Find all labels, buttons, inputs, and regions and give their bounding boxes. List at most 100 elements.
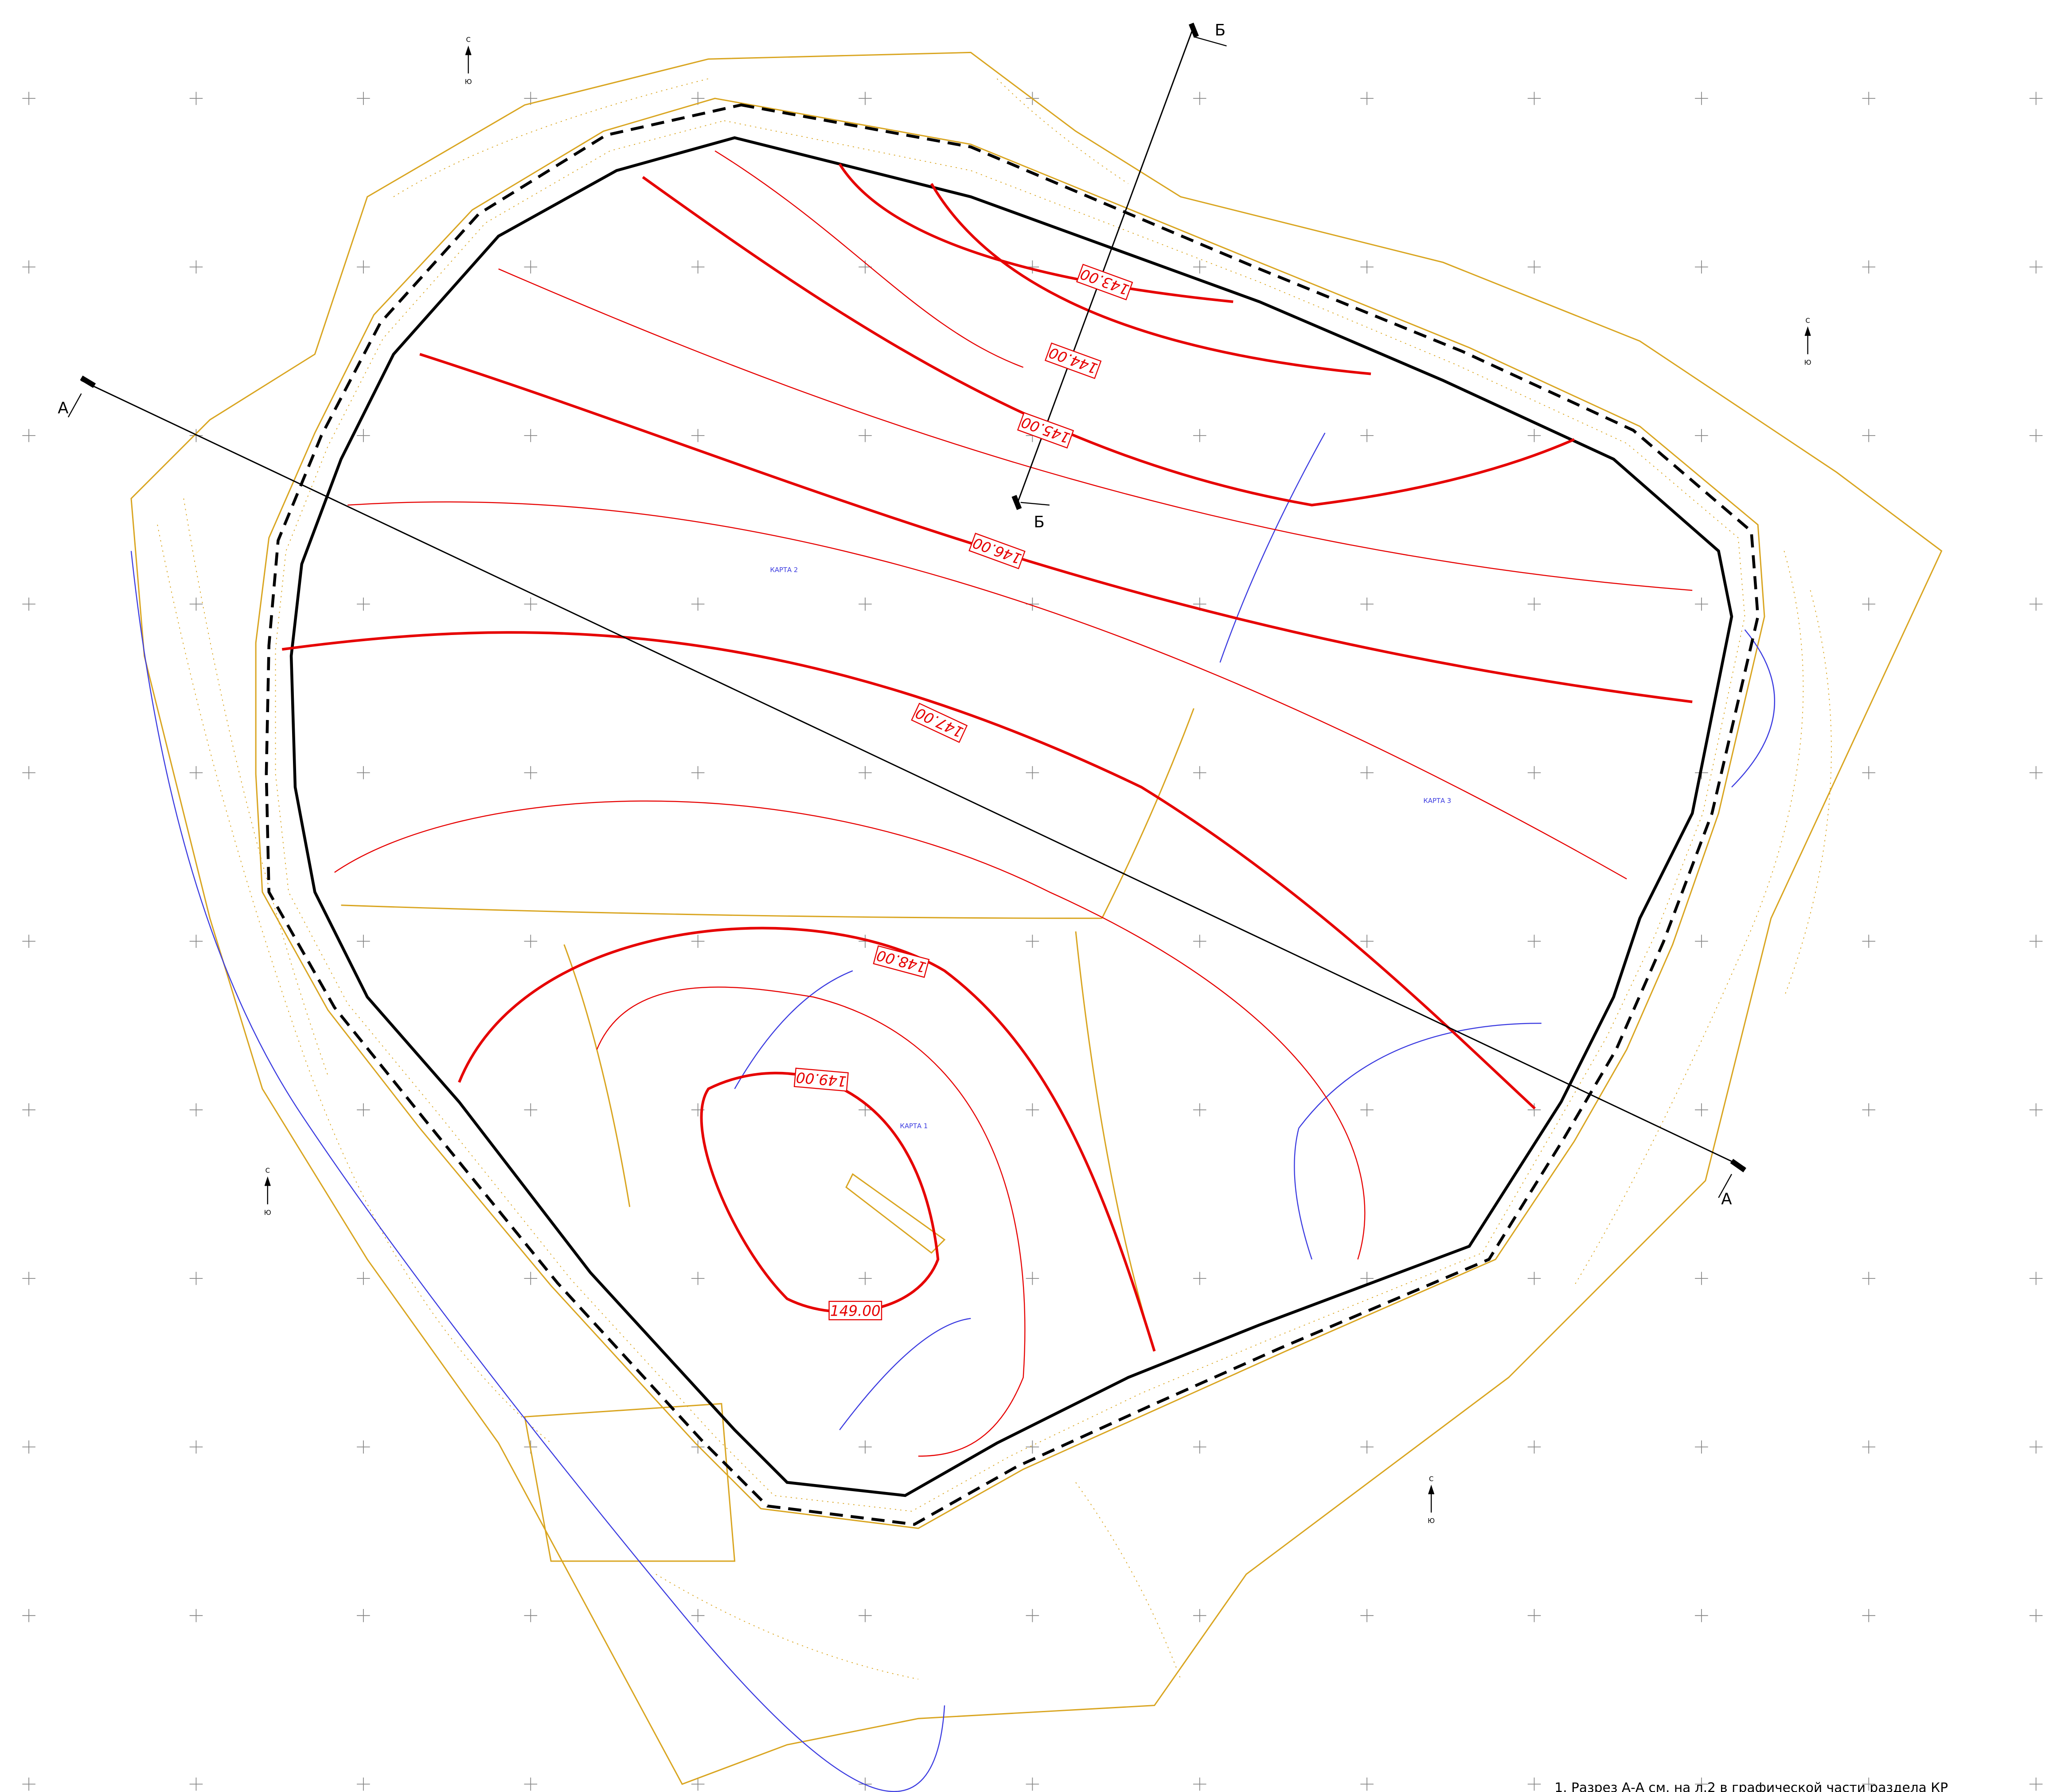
grid-cross [524,1777,538,1791]
south-label: Ю [1428,1517,1435,1525]
grid-cross [1527,1272,1541,1285]
grid-cross [691,1609,705,1622]
grid-cross [1360,1440,1374,1454]
grid-cross [1026,1440,1039,1454]
zone-label: КАРТА 2 [770,566,798,574]
contour-line [458,927,1156,1352]
grid-cross [1026,935,1039,948]
grid-cross [1695,92,1708,105]
grid-cross [1695,1440,1708,1454]
grid-cross [22,1777,35,1791]
grid-cross [1026,1272,1039,1285]
embankment-outer [255,97,1765,1529]
grid-cross [1026,766,1039,779]
grid-cross [189,1777,203,1791]
contour-label: 144.00 [1044,342,1102,379]
grid-cross [1695,429,1708,442]
section-label: Б [1034,513,1044,531]
grid-cross [357,935,370,948]
grid-cross [1695,597,1708,611]
terrain-contours [157,78,1832,1680]
grid-cross [22,935,35,948]
grid-cross [1360,597,1374,611]
grid-cross [357,1609,370,1622]
grid-cross [22,1609,35,1622]
contour-line [838,163,1233,303]
grid-cross [524,935,538,948]
grid-cross [1193,260,1206,274]
grid-cross [189,1103,203,1117]
north-arrow [1428,1484,1435,1513]
grid-cross [357,260,370,274]
grid-cross [1026,1103,1039,1117]
grid-cross [1695,1272,1708,1285]
north-arrow [1804,326,1811,355]
grid-cross [22,429,35,442]
grid-cross [189,935,203,948]
section-label: А [1721,1190,1732,1208]
dam-toe [265,103,1760,1526]
grid-cross [691,1272,705,1285]
water-line [130,432,1775,1792]
south-label: Ю [1804,359,1811,366]
grid-cross [2029,1103,2043,1117]
grid-cross [1360,935,1374,948]
grid-cross [1862,92,1876,105]
grid-cross [1193,1777,1206,1791]
grid-cross [524,766,538,779]
grid-cross [1527,260,1541,274]
grid-cross [1695,1103,1708,1117]
grid-cross [1193,92,1206,105]
note: 1. Разрез А-А см. на л.2 в графической ч… [1554,1780,1948,1792]
grid-cross [357,1272,370,1285]
grid-cross [1360,92,1374,105]
contour-value: 143.00 [1078,265,1131,298]
grid-cross [524,597,538,611]
grid-cross [1862,766,1876,779]
grid-cross [1193,1272,1206,1285]
grid-cross [189,1440,203,1454]
section-label: Б [1215,21,1226,39]
grid-cross [1360,766,1374,779]
contour-value: 146.00 [971,534,1024,567]
grid-cross [2029,935,2043,948]
grid-cross [691,1440,705,1454]
grid-cross [22,597,35,611]
grid-cross [22,1272,35,1285]
grid-cross [1527,1103,1541,1117]
grid-cross [859,1609,872,1622]
north-arrow [465,45,472,74]
grid-cross [2029,1440,2043,1454]
grid-cross [859,1440,872,1454]
grid-cross [22,260,35,274]
grid-cross [2029,1777,2043,1791]
grid-cross [524,92,538,105]
grid-cross [1695,260,1708,274]
south-label: Ю [465,78,472,86]
contour-label: 147.00 [911,702,968,743]
grid-cross [859,429,872,442]
terrain-boundary [130,51,1943,1785]
grid-cross [1862,429,1876,442]
grid-cross [859,766,872,779]
grid-cross [1862,1777,1876,1791]
grid-cross [22,92,35,105]
contour-line [700,1071,940,1313]
grid-cross [1193,1440,1206,1454]
grid-cross [691,597,705,611]
grid-cross [524,1103,538,1117]
grid-cross [1527,1440,1541,1454]
contour-label: 145.00 [1017,412,1074,449]
grid-cross [691,766,705,779]
section-label: А [58,399,68,417]
grid-cross [22,1103,35,1117]
section-arrow [67,36,1732,1198]
contour-line-minor [334,150,1693,1457]
grid-cross [1527,92,1541,105]
north-arrow [264,1176,271,1204]
zone-label: КАРТА 1 [900,1122,928,1130]
north-label: С [1805,317,1810,324]
grid-cross [1360,1103,1374,1117]
grid-cross [189,260,203,274]
